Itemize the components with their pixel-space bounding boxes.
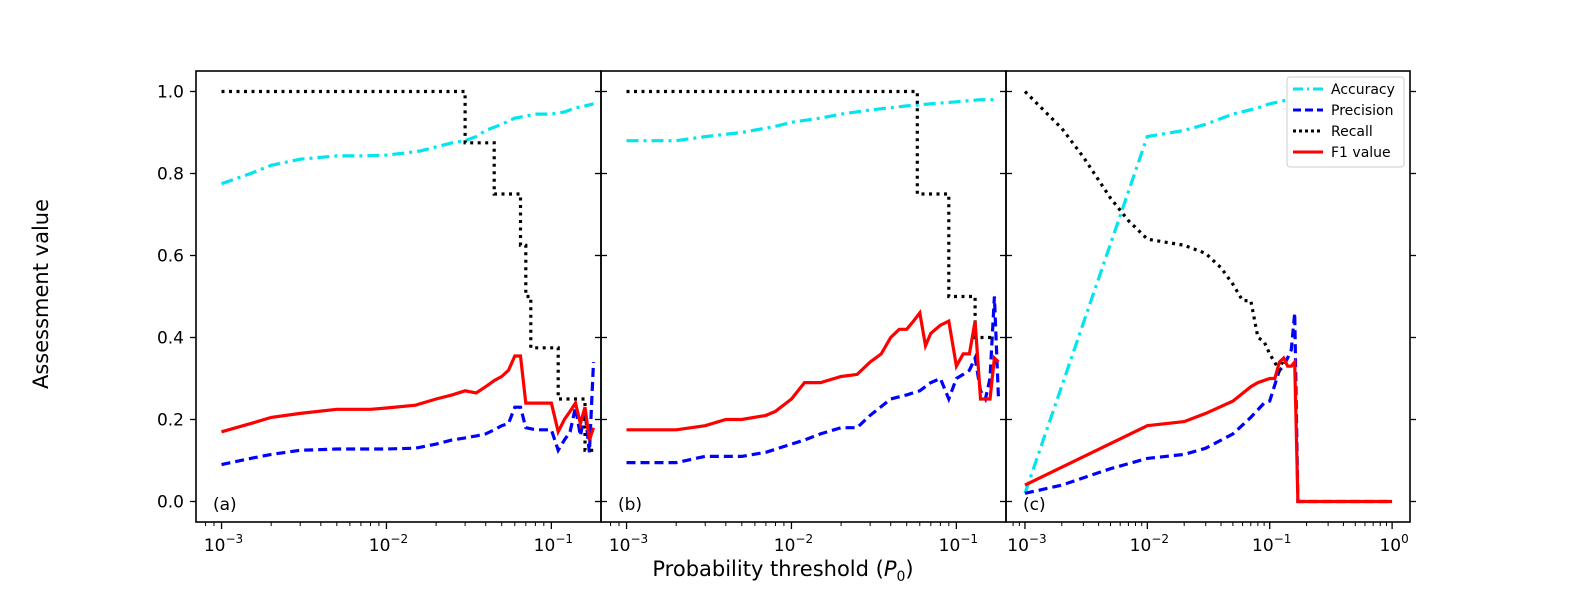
y-axis-title: Assessment value bbox=[29, 199, 53, 389]
panel-a-frame bbox=[195, 70, 602, 523]
legend-item-recall: Recall bbox=[1293, 124, 1373, 140]
panel-a-label: (a) bbox=[213, 495, 237, 515]
panel-c: 10−3 10−2 10−1 100 (c) bbox=[1000, 70, 1416, 556]
panel-c-label: (c) bbox=[1023, 495, 1046, 515]
panel-b-line-recall bbox=[626, 89, 995, 340]
panel-c-series bbox=[1023, 90, 1393, 504]
legend-label-recall: Recall bbox=[1331, 124, 1373, 140]
legend-label-accuracy: Accuracy bbox=[1331, 82, 1395, 98]
panel-b-xtick-label: 10−2 bbox=[774, 532, 813, 556]
panel-a: 0.0 0.2 0.4 0.6 0.8 1.0 10−3 10−2 10−1 (a) bbox=[157, 70, 607, 556]
x-axis-title: Probability threshold (P0) bbox=[652, 557, 913, 585]
panel-a-line-accuracy bbox=[220, 102, 594, 186]
panel-b-frame bbox=[600, 70, 1007, 523]
panel-b-xtick-label: 10−3 bbox=[609, 532, 648, 556]
panel-c-line-accuracy bbox=[1023, 98, 1288, 494]
panel-a-xtick-label: 10−2 bbox=[369, 532, 408, 556]
panel-a-series bbox=[220, 89, 596, 467]
legend-item-precision: Precision bbox=[1293, 103, 1393, 119]
panel-b: 10−3 10−2 10−1 (b) bbox=[595, 70, 1012, 556]
panel-a-line-precision bbox=[221, 362, 596, 467]
legend-box bbox=[1286, 76, 1405, 168]
panel-c-line-f1-value bbox=[1024, 355, 1393, 504]
panels: 0.00.20.40.60.81.010−3 10−2 10−1(a)10−3 10−… bbox=[157, 70, 1416, 556]
panel-b-line-accuracy bbox=[626, 98, 999, 143]
panel-b-label: (b) bbox=[618, 495, 642, 515]
ytick-label: 1.0 bbox=[157, 83, 184, 103]
panel-a-line-recall bbox=[221, 89, 594, 452]
legend-item-f1: F1 value bbox=[1293, 145, 1391, 161]
legend-label-f1: F1 value bbox=[1331, 145, 1391, 161]
panel-c-xtick-label: 100 bbox=[1379, 532, 1408, 556]
panel-c-xtick-label: 10−2 bbox=[1130, 532, 1169, 556]
panel-b-series bbox=[626, 89, 1001, 465]
panel-c-line-precision bbox=[1024, 312, 1393, 504]
panel-b-line-precision bbox=[626, 296, 1001, 465]
panel-b-line-f1-value bbox=[626, 309, 1000, 432]
legend-item-accuracy: Accuracy bbox=[1293, 82, 1395, 98]
ytick-label: 0.4 bbox=[157, 329, 184, 349]
ytick-label: 0.0 bbox=[157, 493, 184, 513]
legend: Accuracy Precision Recall F1 value bbox=[1286, 76, 1405, 168]
panel-c-frame bbox=[1005, 70, 1411, 523]
panel-a-xtick-label: 10−3 bbox=[204, 532, 243, 556]
ytick-label: 0.6 bbox=[157, 247, 184, 267]
panel-b-xtick-label: 10−1 bbox=[939, 532, 978, 556]
panel-a-line-f1-value bbox=[221, 354, 596, 441]
panel-c-xtick-label: 10−3 bbox=[1007, 532, 1046, 556]
legend-label-precision: Precision bbox=[1331, 103, 1393, 119]
panel-c-line-recall bbox=[1023, 90, 1286, 375]
panel-c-xtick-label: 10−1 bbox=[1252, 532, 1291, 556]
panel-a-xtick-label: 10−1 bbox=[534, 532, 573, 556]
ytick-label: 0.8 bbox=[157, 165, 184, 185]
ytick-label: 0.2 bbox=[157, 411, 184, 431]
